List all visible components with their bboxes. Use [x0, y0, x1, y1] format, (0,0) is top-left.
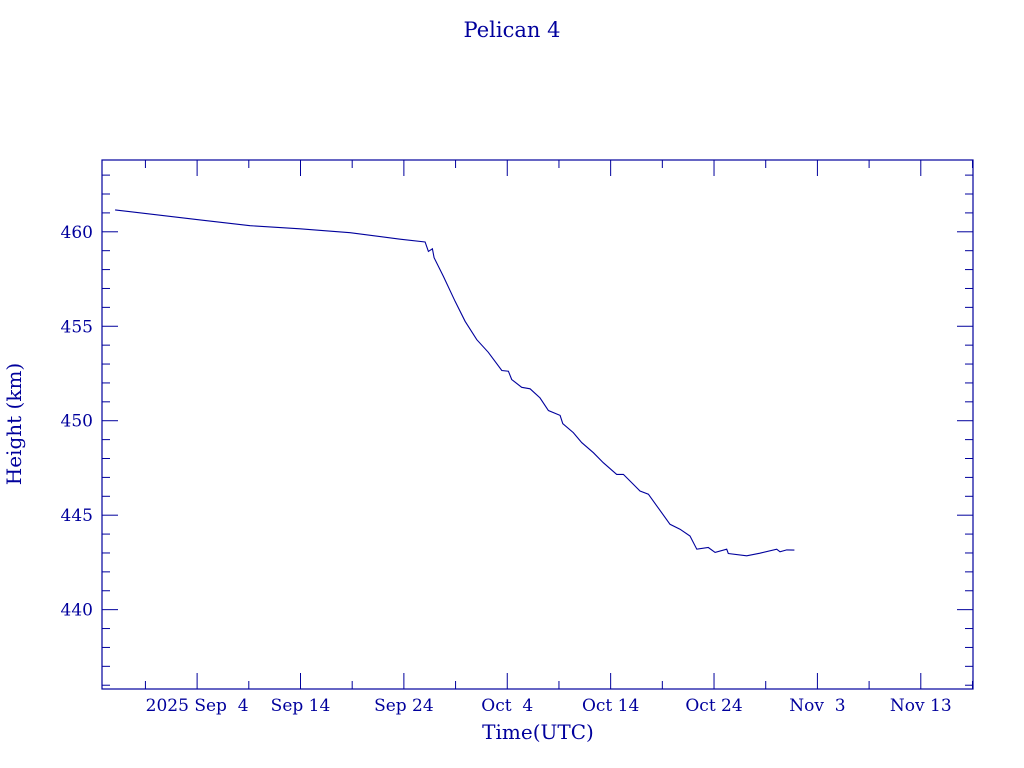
y-axis-label: Height (km) [2, 363, 26, 485]
x-tick-label: Sep 14 [271, 696, 331, 716]
x-tick-label: Oct 24 [685, 696, 742, 716]
chart-title: Pelican 4 [464, 18, 561, 42]
x-tick-labels: 2025 Sep 4 Sep 14 Sep 24 Oct 4 Oct 14 Oct 24 N… [146, 696, 952, 716]
axis-ticks [102, 160, 973, 689]
y-tick-label: 455 [61, 317, 93, 337]
plot-frame [101, 159, 974, 690]
x-tick-label: Nov 13 [890, 696, 952, 716]
x-tick-label: Sep 24 [374, 696, 434, 716]
x-tick-label: Oct 14 [582, 696, 639, 716]
x-axis-label: Time(UTC) [482, 720, 594, 744]
y-tick-label: 440 [61, 601, 93, 621]
y-tick-label: 445 [61, 506, 93, 526]
x-tick-label: Nov 3 [789, 696, 845, 716]
x-tick-label: Oct 4 [481, 696, 533, 716]
series-line-pelican-4 [115, 209, 795, 557]
x-tick-label: 2025 Sep 4 [146, 696, 249, 716]
y-tick-label: 460 [61, 223, 93, 243]
y-tick-labels: 440 445 450 455 460 [61, 223, 93, 621]
y-tick-label: 450 [61, 412, 93, 432]
